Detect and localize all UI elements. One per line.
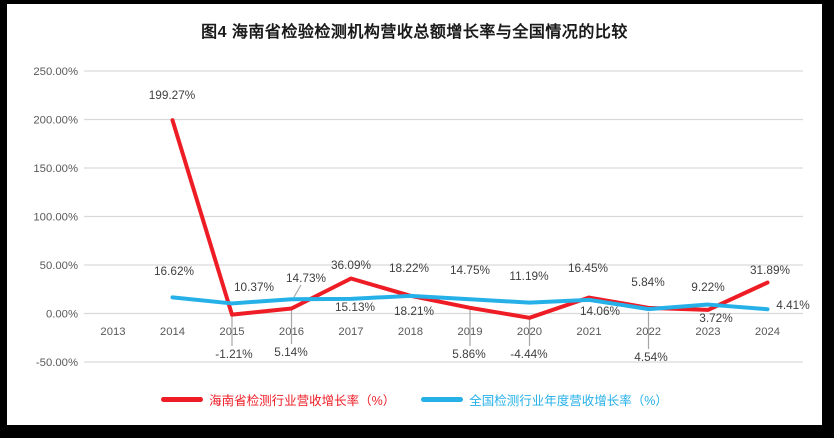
- x-axis-tick-label: 2017: [338, 326, 363, 338]
- data-label: 36.09%: [331, 258, 372, 272]
- legend-item-hainan: 海南省检测行业营收增长率（%）: [161, 390, 395, 409]
- data-label: -4.44%: [510, 347, 548, 361]
- data-label: 14.06%: [580, 304, 621, 318]
- data-label-leader-line: [293, 284, 302, 298]
- data-label: 3.72%: [699, 311, 733, 325]
- hainan-series-swatch: [161, 397, 204, 402]
- y-axis-tick-label: -50.00%: [36, 357, 78, 369]
- y-axis-tick-label: 200.00%: [33, 115, 78, 127]
- chart-title: 图4 海南省检验检测机构营收总额增长率与全国情况的比较: [201, 24, 628, 41]
- y-axis-tick-label: 50.00%: [40, 260, 78, 272]
- x-axis-tick-label: 2021: [576, 326, 601, 338]
- y-axis-tick-label: 0.00%: [46, 309, 78, 321]
- y-axis-tick-label: 100.00%: [33, 212, 78, 224]
- data-label: 31.89%: [750, 263, 791, 277]
- legend-label-national: 全国检测行业年度营收增长率（%）: [469, 394, 668, 408]
- national-series-swatch: [421, 397, 464, 402]
- data-label: 4.41%: [776, 298, 810, 312]
- legend-label-hainan: 海南省检测行业营收增长率（%）: [209, 394, 396, 408]
- data-label: 18.21%: [394, 304, 435, 318]
- data-label: 16.62%: [154, 264, 195, 278]
- y-axis-tick-label: 150.00%: [33, 163, 78, 175]
- series-line-national: [170, 293, 770, 312]
- y-axis-tick-label: 250.00%: [33, 66, 78, 78]
- chart-frame: 图4 海南省检验检测机构营收总额增长率与全国情况的比较 250.00% 200.0…: [7, 4, 822, 425]
- data-label: 5.86%: [452, 347, 486, 361]
- data-label: 14.75%: [450, 263, 491, 277]
- x-axis-tick-label: 2024: [755, 326, 780, 338]
- data-label: 5.14%: [274, 345, 308, 359]
- data-label: 5.84%: [631, 275, 665, 289]
- data-label: 14.73%: [286, 271, 327, 285]
- data-label: 16.45%: [568, 261, 609, 275]
- x-axis-tick-label: 2018: [398, 326, 423, 338]
- x-axis-tick-label: 2014: [160, 326, 185, 338]
- data-label: 18.22%: [389, 261, 430, 275]
- data-label: 15.13%: [335, 300, 376, 314]
- data-label: 9.22%: [691, 280, 725, 294]
- line-chart-plot: 250.00% 200.00% 150.00% 100.00% 50.00% 0.00% -…: [33, 66, 810, 369]
- data-label: -1.21%: [215, 347, 253, 361]
- data-label: 10.37%: [234, 280, 275, 294]
- data-label: 11.19%: [509, 269, 549, 283]
- data-label: 199.27%: [149, 88, 196, 102]
- legend: 海南省检测行业营收增长率（%） 全国检测行业年度营收增长率（%）: [7, 390, 822, 409]
- legend-item-national: 全国检测行业年度营收增长率（%）: [421, 390, 668, 409]
- x-axis-tick-label: 2023: [695, 326, 720, 338]
- data-label: 4.54%: [634, 350, 668, 364]
- x-axis-tick-label: 2013: [100, 326, 125, 338]
